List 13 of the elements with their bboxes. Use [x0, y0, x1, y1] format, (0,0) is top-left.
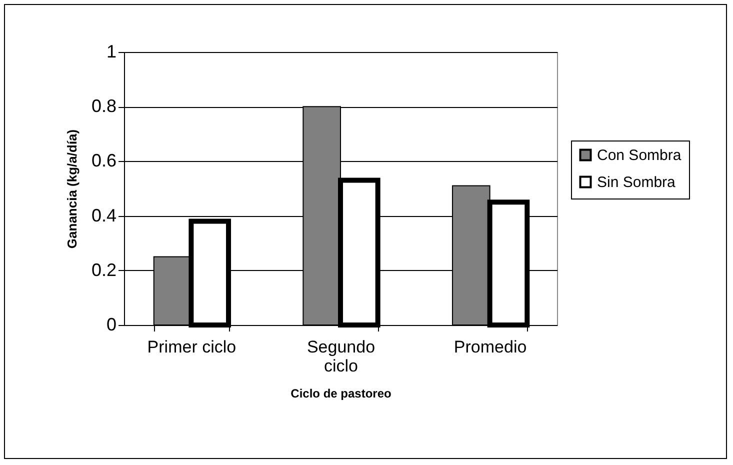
x-tick-label: Promedio — [454, 338, 527, 356]
x-tick-label: Primer ciclo — [147, 338, 236, 356]
y-tick-label: 0.2 — [91, 260, 116, 280]
x-tick-label: Segundo ciclo — [306, 338, 376, 376]
y-tick-label: 1 — [106, 42, 116, 62]
y-axis-title: Ganancia (kg/a/día) — [64, 129, 80, 249]
y-tick-label: 0.4 — [91, 205, 116, 226]
x-axis-title: Ciclo de pastoreo — [290, 386, 392, 400]
y-tick-label: 0.6 — [91, 150, 116, 171]
legend-label: Con Sombra — [597, 147, 682, 164]
legend-label: Sin Sombra — [597, 174, 676, 191]
y-tick-label: 0 — [106, 314, 116, 334]
y-tick-label: 0.8 — [91, 96, 116, 116]
